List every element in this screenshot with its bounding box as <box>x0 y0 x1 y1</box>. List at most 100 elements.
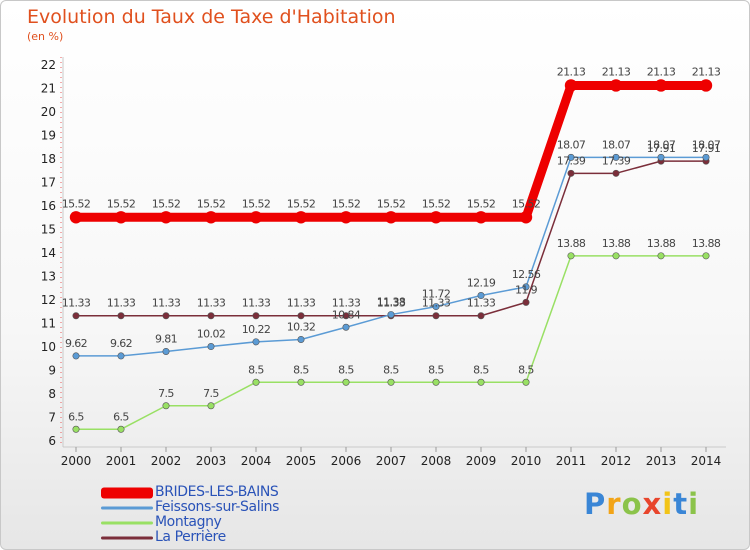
data-label: 8.5 <box>383 363 399 376</box>
legend-label: Feissons-sur-Salins <box>155 499 280 515</box>
data-label: 8.5 <box>293 363 309 376</box>
y-tick-label: 8 <box>48 387 56 401</box>
data-point <box>522 378 530 386</box>
data-point <box>162 347 170 355</box>
data-label: 6.5 <box>113 410 129 423</box>
data-point <box>294 211 308 224</box>
data-label: 21.13 <box>557 65 586 78</box>
y-tick-label: 20 <box>41 105 56 119</box>
data-label: 13.88 <box>557 237 586 250</box>
data-point <box>477 292 485 300</box>
data-point <box>432 378 440 386</box>
data-label: 17.91 <box>692 142 721 155</box>
data-point <box>252 312 260 320</box>
data-label: 10.32 <box>287 320 316 333</box>
data-label: 11.33 <box>107 297 136 310</box>
legend-swatch-line <box>101 506 153 509</box>
data-point <box>252 338 260 346</box>
data-point <box>567 169 575 177</box>
x-tick-label: 2000 <box>61 454 92 468</box>
data-point <box>297 378 305 386</box>
y-tick-label: 19 <box>41 129 56 143</box>
data-point <box>297 312 305 320</box>
data-point <box>117 425 125 433</box>
legend-item: La Perrière <box>101 530 361 545</box>
data-label: 21.13 <box>692 65 721 78</box>
legend-swatch <box>101 530 153 545</box>
data-label: 15.52 <box>152 197 181 210</box>
data-label: 13.88 <box>602 237 631 250</box>
data-label: 9.81 <box>155 332 177 345</box>
x-tick-label: 2012 <box>601 454 632 468</box>
data-label: 9.62 <box>110 337 132 350</box>
data-point <box>387 311 395 319</box>
x-tick-label: 2002 <box>151 454 182 468</box>
data-label: 15.52 <box>107 197 136 210</box>
data-label: 8.5 <box>518 363 534 376</box>
brand-letter: o <box>621 487 643 521</box>
data-point <box>297 335 305 343</box>
y-tick-label: 16 <box>41 199 56 213</box>
data-point <box>702 153 710 161</box>
data-label: 15.52 <box>242 197 271 210</box>
x-tick-label: 2008 <box>421 454 452 468</box>
data-point <box>657 252 665 260</box>
data-label: 17.39 <box>602 154 631 167</box>
data-point <box>564 79 578 92</box>
data-label: 11.33 <box>287 297 316 310</box>
data-point <box>654 79 668 92</box>
y-tick-label: 12 <box>41 293 56 307</box>
legend-swatch-line <box>101 536 153 539</box>
data-point <box>432 312 440 320</box>
y-tick-label: 10 <box>41 340 56 354</box>
y-tick-label: 18 <box>41 152 56 166</box>
data-label: 21.13 <box>647 65 676 78</box>
legend-swatch <box>101 485 153 500</box>
y-tick-label: 9 <box>48 364 56 378</box>
data-point <box>384 211 398 224</box>
chart-title: Evolution du Taux de Taxe d'Habitation <box>27 6 396 28</box>
brand-letter: r <box>606 487 622 521</box>
data-point <box>114 211 128 224</box>
y-tick-label: 6 <box>48 434 56 448</box>
data-label: 11.9 <box>515 283 538 296</box>
data-label: 7.5 <box>158 387 174 400</box>
chart-unit-label: (en %) <box>27 30 64 43</box>
data-label: 11.38 <box>377 296 406 309</box>
data-label: 11.33 <box>422 297 451 310</box>
brand-letter: x <box>642 487 663 521</box>
y-tick-label: 21 <box>41 82 56 96</box>
data-label: 11.72 <box>422 288 451 301</box>
data-point <box>207 402 215 410</box>
data-point <box>342 312 350 320</box>
data-label: 11.33 <box>197 297 226 310</box>
brand-logo: Proxiti <box>584 487 699 521</box>
data-label: 8.5 <box>248 363 264 376</box>
data-point <box>612 252 620 260</box>
data-point <box>612 169 620 177</box>
data-point <box>117 312 125 320</box>
data-label: 15.52 <box>467 197 496 210</box>
x-tick-label: 2003 <box>196 454 227 468</box>
data-label: 12.19 <box>467 277 496 290</box>
data-label: 11.33 <box>332 297 361 310</box>
y-tick-label: 7 <box>48 411 56 425</box>
data-point <box>72 425 80 433</box>
data-label: 11.33 <box>467 297 496 310</box>
data-label: 6.5 <box>68 410 84 423</box>
data-point <box>72 312 80 320</box>
data-point <box>429 211 443 224</box>
data-label: 18.07 <box>602 138 631 151</box>
data-point <box>522 283 530 291</box>
brand-letter: P <box>584 487 607 521</box>
data-label: 18.07 <box>692 138 721 151</box>
data-point <box>432 303 440 311</box>
data-label: 18.07 <box>557 138 586 151</box>
data-point <box>567 153 575 161</box>
data-label: 21.13 <box>602 65 631 78</box>
y-tick-label: 15 <box>41 223 56 237</box>
data-point <box>342 323 350 331</box>
data-point <box>339 211 353 224</box>
y-tick-label: 13 <box>41 270 56 284</box>
data-label: 12.56 <box>512 268 541 281</box>
